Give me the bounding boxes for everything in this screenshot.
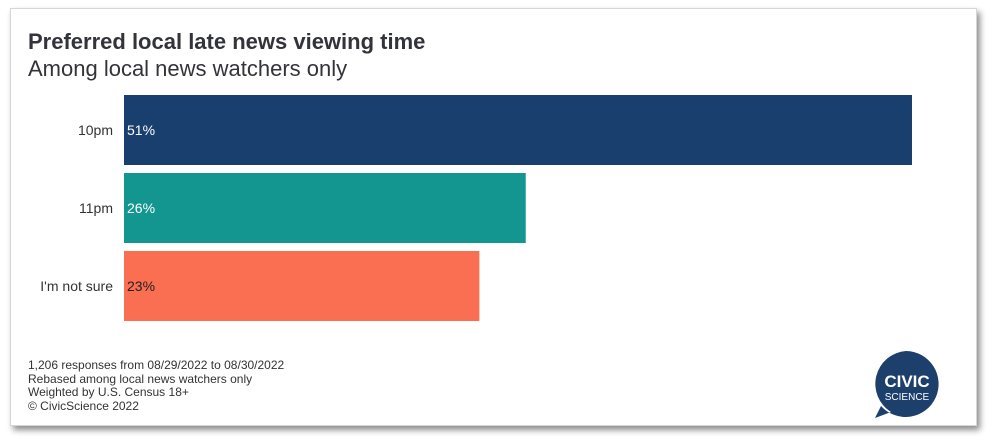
value-label-2: 23% (127, 278, 155, 294)
value-label-1: 26% (127, 200, 155, 216)
footer-responses: 1,206 responses from 08/29/2022 to 08/30… (28, 358, 285, 372)
logo-text-science: SCIENCE (885, 392, 930, 403)
logo-text-civic: CIVIC (884, 372, 929, 391)
civicscience-logo: CIVIC SCIENCE (875, 351, 939, 418)
bar-1 (124, 173, 526, 243)
category-label-0: 10pm (78, 122, 113, 138)
footer-rebased-note: Rebased among local news watchers only (28, 371, 253, 386)
value-label-0: 51% (127, 122, 155, 138)
category-label-2: I'm not sure (40, 278, 113, 294)
logo-speech-bubble (875, 351, 939, 418)
footer-copyright: © CivicScience 2022 (28, 398, 139, 413)
chart-footer: 1,206 responses from 08/29/2022 to 08/30… (28, 358, 285, 413)
bar-0 (124, 95, 912, 165)
chart-title: Preferred local late news viewing time (28, 29, 426, 54)
footer-weighting-note: Weighted by U.S. Census 18+ (28, 385, 189, 399)
chart-card: Preferred local late news viewing time A… (10, 8, 977, 426)
category-label-1: 11pm (79, 200, 113, 216)
chart-subtitle: Among local news watchers only (28, 56, 348, 81)
bar-2 (124, 251, 480, 321)
bar-chart: 10pm 51% 11pm 26% I'm not sure 23% (40, 95, 912, 321)
